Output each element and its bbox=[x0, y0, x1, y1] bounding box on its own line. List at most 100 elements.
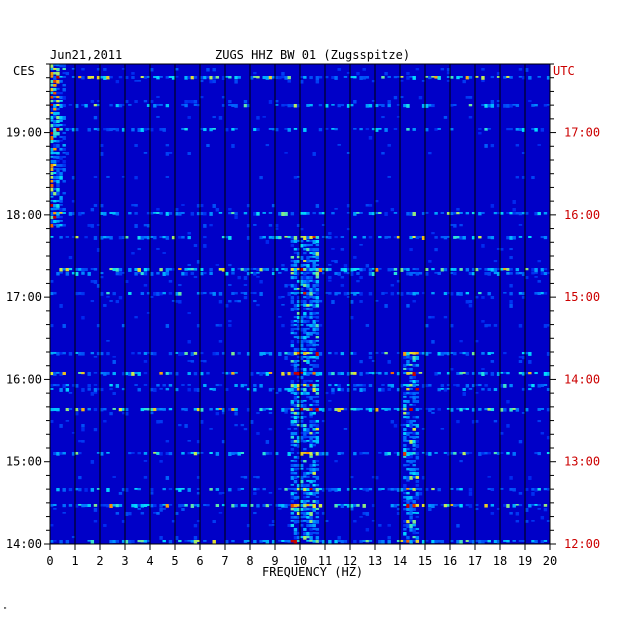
spectrogram-cell bbox=[278, 388, 282, 392]
spectrogram-cell bbox=[293, 268, 298, 272]
spectrogram-cell bbox=[290, 388, 295, 392]
spectrogram-cell bbox=[293, 520, 298, 524]
spectrogram-cell bbox=[450, 352, 454, 354]
spectrogram-cell bbox=[309, 488, 313, 490]
spectrogram-cell bbox=[481, 244, 485, 248]
spectrogram-cell bbox=[428, 316, 432, 319]
spectrogram-cell bbox=[456, 384, 460, 387]
spectrogram-cell bbox=[93, 280, 98, 284]
spectrogram-cell bbox=[415, 424, 420, 428]
spectrogram-cell bbox=[178, 424, 182, 427]
spectrogram-cell bbox=[146, 292, 151, 295]
spectrogram-cell bbox=[478, 268, 482, 270]
spectrogram-cell bbox=[293, 400, 298, 402]
spectrogram-cell bbox=[303, 296, 307, 299]
spectrogram-cell bbox=[265, 372, 270, 376]
spectrogram-cell bbox=[403, 532, 407, 536]
spectrogram-cell bbox=[234, 212, 238, 216]
spectrogram-cell bbox=[409, 392, 413, 395]
spectrogram-cell bbox=[468, 76, 473, 79]
spectrogram-cell bbox=[368, 136, 373, 140]
spectrogram-cell bbox=[509, 476, 513, 480]
spectrogram-cell bbox=[181, 508, 185, 511]
spectrogram-cell bbox=[409, 212, 413, 216]
spectrogram-cell bbox=[215, 264, 220, 266]
spectrogram-cell bbox=[50, 148, 54, 152]
spectrogram-cell bbox=[481, 352, 485, 355]
spectrogram-cell bbox=[406, 536, 410, 540]
spectrogram-cell bbox=[459, 340, 463, 343]
spectrogram-cell bbox=[334, 504, 338, 508]
spectrogram-cell bbox=[293, 468, 298, 471]
spectrogram-cell bbox=[515, 128, 520, 131]
spectrogram-cell bbox=[106, 352, 110, 356]
spectrogram-cell bbox=[103, 524, 107, 527]
spectrogram-cell bbox=[156, 452, 160, 455]
spectrogram-cell bbox=[206, 372, 210, 375]
spectrogram-cell bbox=[187, 388, 191, 392]
spectrogram-cell bbox=[171, 520, 176, 523]
spectrogram-cell bbox=[56, 68, 60, 72]
spectrogram-cell bbox=[303, 416, 307, 418]
spectrogram-cell bbox=[415, 532, 420, 534]
spectrogram-cell bbox=[406, 304, 410, 308]
spectrogram-cell bbox=[287, 352, 291, 356]
spectrogram-cell bbox=[153, 352, 157, 356]
spectrogram-cell bbox=[134, 80, 138, 82]
spectrogram-cell bbox=[406, 352, 410, 356]
spectrogram-cell bbox=[243, 428, 248, 431]
spectrogram-cell bbox=[368, 292, 373, 296]
spectrogram-cell bbox=[496, 272, 501, 276]
spectrogram-cell bbox=[412, 352, 416, 355]
spectrogram-cell bbox=[109, 300, 113, 302]
spectrogram-cell bbox=[118, 408, 123, 412]
spectrogram-cell bbox=[137, 504, 141, 507]
spectrogram-cell bbox=[293, 476, 298, 480]
spectrogram-cell bbox=[434, 272, 438, 274]
spectrogram-cell bbox=[315, 304, 320, 308]
spectrogram-cell bbox=[543, 236, 548, 240]
spectrogram-cell bbox=[96, 388, 101, 391]
spectrogram-cell bbox=[56, 116, 60, 120]
spectrogram-cell bbox=[228, 320, 232, 323]
spectrogram-cell bbox=[296, 456, 301, 459]
spectrogram-cell bbox=[231, 144, 235, 148]
spectrogram-cell bbox=[100, 452, 104, 456]
spectrogram-cell bbox=[156, 408, 160, 411]
spectrogram-cell bbox=[525, 488, 529, 491]
spectrogram-cell bbox=[340, 540, 345, 544]
spectrogram-cell bbox=[312, 332, 316, 334]
x-tick-label: 6 bbox=[196, 554, 203, 568]
spectrogram-cell bbox=[175, 512, 179, 515]
spectrogram-cell bbox=[340, 388, 345, 392]
spectrogram-cell bbox=[437, 388, 441, 392]
spectrogram-cell bbox=[93, 384, 98, 386]
spectrogram-cell bbox=[53, 384, 57, 387]
spectrogram-cell bbox=[509, 76, 513, 79]
spectrogram-cell bbox=[528, 384, 532, 387]
spectrogram-cell bbox=[59, 268, 63, 272]
spectrogram-cell bbox=[406, 128, 410, 131]
spectrogram-cell bbox=[118, 492, 123, 495]
spectrogram-cell bbox=[500, 488, 504, 490]
spectrogram-cell bbox=[265, 452, 270, 455]
spectrogram-cell bbox=[312, 264, 316, 268]
spectrogram-cell bbox=[325, 268, 329, 272]
spectrogram-cell bbox=[303, 476, 307, 478]
spectrogram-cell bbox=[443, 292, 448, 296]
spectrogram-cell bbox=[496, 100, 501, 102]
spectrogram-cell bbox=[350, 268, 354, 272]
spectrogram-cell bbox=[321, 540, 326, 544]
spectrogram-cell bbox=[293, 336, 298, 339]
spectrogram-cell bbox=[184, 268, 188, 271]
spectrogram-cell bbox=[450, 268, 454, 271]
spectrogram-cell bbox=[312, 452, 316, 454]
spectrogram-cell bbox=[53, 208, 57, 211]
spectrogram-cell bbox=[168, 408, 173, 411]
spectrogram-cell bbox=[253, 300, 257, 303]
spectrogram-cell bbox=[315, 328, 320, 331]
spectrogram-cell bbox=[50, 76, 54, 78]
spectrogram-cell bbox=[234, 452, 238, 455]
spectrogram-cell bbox=[418, 352, 423, 355]
spectrogram-cell bbox=[75, 408, 79, 412]
